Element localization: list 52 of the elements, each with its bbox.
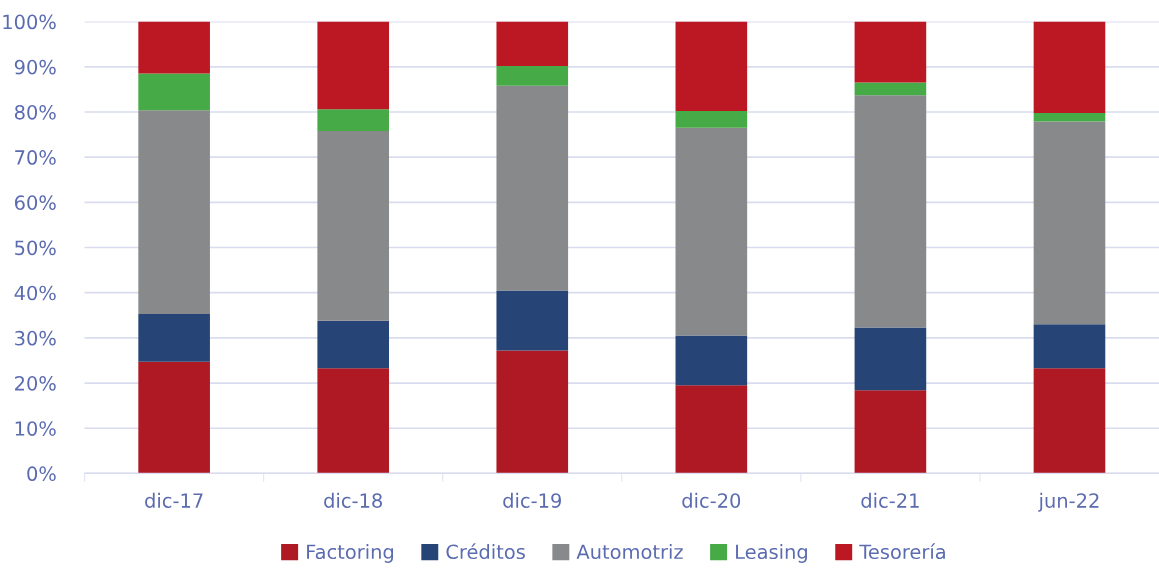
y-tick-label: 60% <box>14 195 56 210</box>
x-tick-label: dic-20 <box>682 492 741 508</box>
bar <box>854 21 927 83</box>
bar <box>1033 368 1106 474</box>
legend-label: Créditos <box>446 543 525 560</box>
x-tick-label: dic-18 <box>324 492 382 508</box>
bar <box>317 368 390 474</box>
legend-label: Leasing <box>736 544 807 563</box>
legend-label: Automotriz <box>576 544 683 560</box>
y-tick-label: 20% <box>15 376 56 391</box>
bar <box>317 320 390 369</box>
x-tick-label: dic-17 <box>145 492 203 508</box>
bar <box>317 130 390 321</box>
y-tick-label: 10% <box>15 421 56 436</box>
bar <box>854 82 927 96</box>
bar <box>496 65 569 86</box>
bar <box>854 95 927 328</box>
bar <box>138 313 210 362</box>
bar <box>1033 121 1106 325</box>
bar <box>854 327 927 391</box>
bar <box>138 110 210 314</box>
y-tick-label: 0% <box>27 466 56 482</box>
bar <box>675 127 748 336</box>
y-tick-label: 30% <box>15 330 56 346</box>
bar <box>138 21 210 74</box>
bar <box>1033 324 1106 369</box>
x-tick-label: dic-21 <box>861 492 919 508</box>
bar <box>138 73 210 111</box>
bar <box>675 335 748 386</box>
bar <box>675 111 748 128</box>
bar <box>1033 112 1106 122</box>
y-tick-label: 40% <box>14 285 56 301</box>
bar <box>496 350 569 474</box>
bar <box>138 361 210 474</box>
y-tick-label: 80% <box>14 104 56 120</box>
bar <box>496 85 569 291</box>
bar <box>675 21 748 112</box>
bar <box>317 21 390 110</box>
bar <box>854 390 927 474</box>
y-tick-label: 70% <box>15 150 56 165</box>
bar <box>1033 21 1106 113</box>
bar <box>496 21 569 66</box>
legend-label: Tesorería <box>859 543 945 560</box>
x-tick-label: jun-22 <box>1038 492 1099 512</box>
bar <box>675 385 748 474</box>
y-tick-label: 50% <box>15 240 56 256</box>
y-tick-label: 100% <box>3 14 56 30</box>
y-tick-label: 90% <box>14 59 56 75</box>
x-tick-label: dic-19 <box>503 492 561 508</box>
bar <box>496 290 569 351</box>
bar <box>317 109 390 131</box>
legend-label: Factoring <box>307 544 394 563</box>
